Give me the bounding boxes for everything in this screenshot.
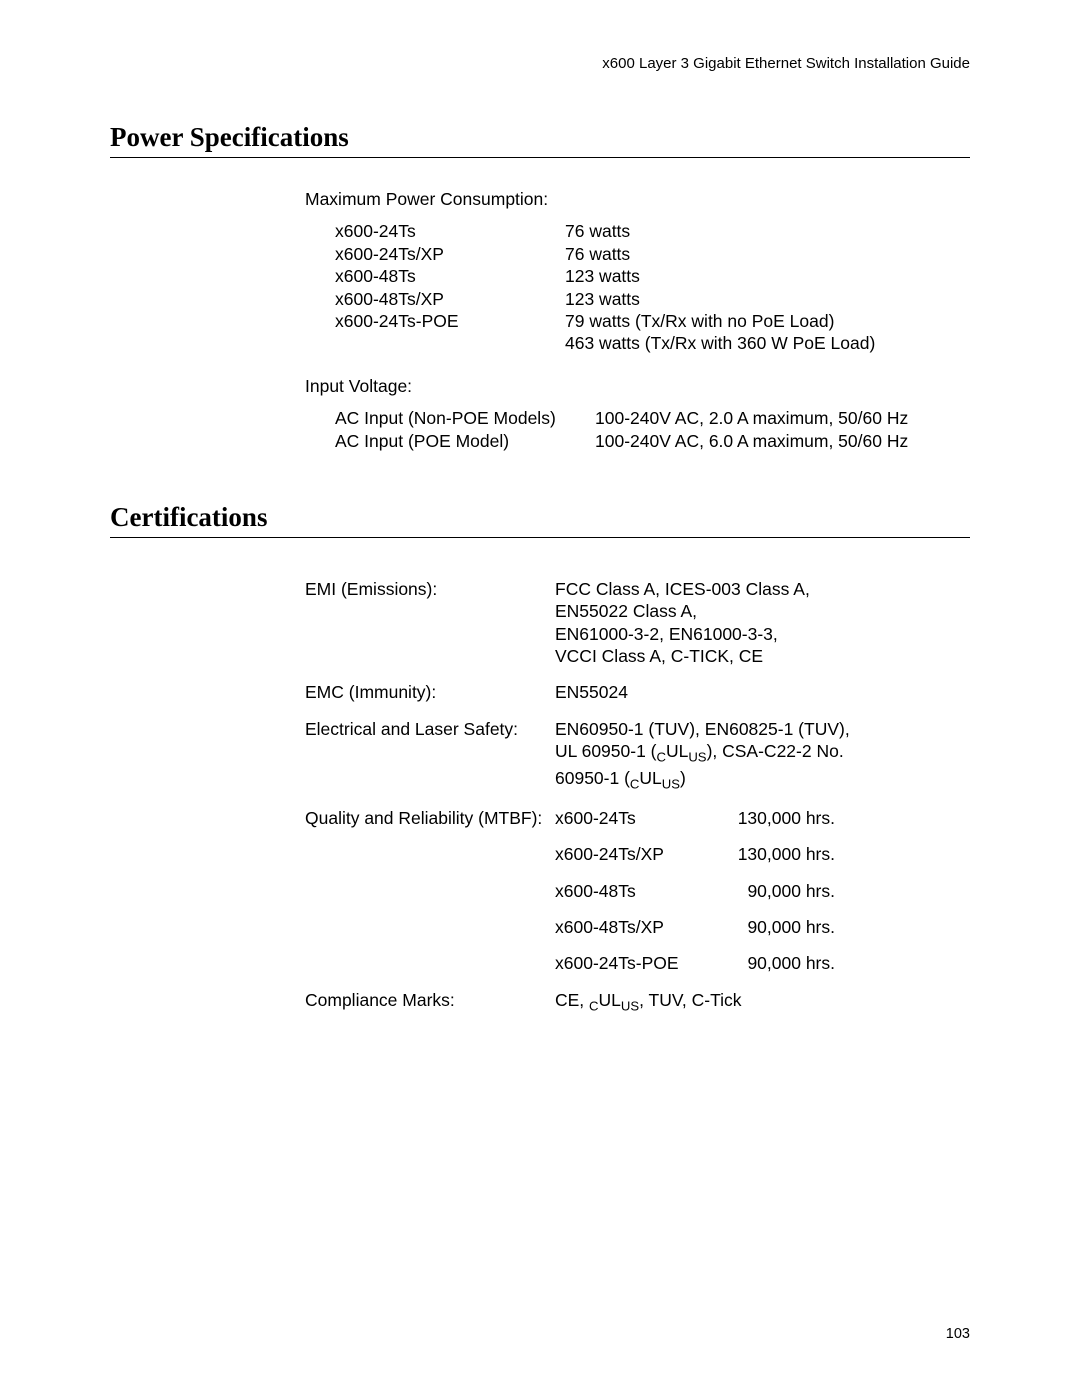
mtbf-model: x600-24Ts/XP	[555, 843, 712, 879]
emi-label: EMI (Emissions):	[305, 578, 555, 682]
table-row: x600-24Ts 130,000 hrs.	[555, 807, 835, 843]
emc-value: EN55024	[555, 681, 850, 717]
table-row: EMC (Immunity): EN55024	[305, 681, 850, 717]
table-row: x600-24Ts 76 watts	[335, 220, 875, 242]
model-cell: x600-48Ts	[335, 265, 565, 287]
table-row: x600-48Ts/XP 90,000 hrs.	[555, 916, 835, 952]
value-cell: 76 watts	[565, 220, 875, 242]
mtbf-hours: 90,000 hrs.	[712, 916, 835, 952]
mtbf-model: x600-24Ts	[555, 807, 712, 843]
compliance-pre: CE,	[555, 990, 589, 1010]
culus-c: C	[589, 998, 598, 1013]
value-cell: 123 watts	[565, 288, 875, 310]
certifications-table: EMI (Emissions): FCC Class A, ICES-003 C…	[305, 578, 850, 1029]
value-cell: 123 watts	[565, 265, 875, 287]
safety-text-post2: )	[680, 768, 686, 788]
compliance-post: , TUV, C-Tick	[639, 990, 741, 1010]
model-cell: x600-24Ts	[335, 220, 565, 242]
section-title-power: Power Specifications	[110, 122, 970, 153]
emi-value: FCC Class A, ICES-003 Class A, EN55022 C…	[555, 578, 850, 682]
table-row: AC Input (POE Model) 100-240V AC, 6.0 A …	[335, 430, 908, 452]
table-row: Electrical and Laser Safety: EN60950-1 (…	[305, 718, 850, 807]
mtbf-table: x600-24Ts 130,000 hrs. x600-24Ts/XP 130,…	[555, 807, 835, 975]
table-row: Quality and Reliability (MTBF): x600-24T…	[305, 807, 850, 989]
table-row: x600-24Ts-POE 90,000 hrs.	[555, 952, 835, 974]
page-number: 103	[946, 1326, 970, 1342]
max-power-table: x600-24Ts 76 watts x600-24Ts/XP 76 watts…	[335, 220, 875, 354]
mtbf-hours: 130,000 hrs.	[712, 843, 835, 879]
value-cell: 79 watts (Tx/Rx with no PoE Load) 463 wa…	[565, 310, 875, 355]
mtbf-model: x600-24Ts-POE	[555, 952, 712, 974]
table-row: x600-24Ts-POE 79 watts (Tx/Rx with no Po…	[335, 310, 875, 355]
culus-us: US	[662, 776, 680, 791]
mtbf-hours: 90,000 hrs.	[712, 952, 835, 974]
section-title-certifications: Certifications	[110, 502, 970, 533]
table-row: Compliance Marks: CE, CULUS, TUV, C-Tick	[305, 989, 850, 1029]
label-cell: AC Input (Non-POE Models)	[335, 407, 595, 429]
emc-label: EMC (Immunity):	[305, 681, 555, 717]
section-rule	[110, 537, 970, 538]
input-voltage-table: AC Input (Non-POE Models) 100-240V AC, 2…	[335, 407, 908, 452]
input-voltage-label: Input Voltage:	[305, 375, 970, 397]
table-row: x600-48Ts 123 watts	[335, 265, 875, 287]
certifications-content: EMI (Emissions): FCC Class A, ICES-003 C…	[305, 578, 970, 1029]
model-cell: x600-24Ts-POE	[335, 310, 565, 355]
model-cell: x600-24Ts/XP	[335, 243, 565, 265]
mtbf-model: x600-48Ts/XP	[555, 916, 712, 952]
culus-ul: UL	[639, 768, 661, 788]
model-cell: x600-48Ts/XP	[335, 288, 565, 310]
safety-value: EN60950-1 (TUV), EN60825-1 (TUV), UL 609…	[555, 718, 850, 807]
document-page: x600 Layer 3 Gigabit Ethernet Switch Ins…	[0, 0, 1080, 1397]
mtbf-hours: 130,000 hrs.	[712, 807, 835, 843]
culus-us: US	[688, 750, 706, 765]
mtbf-hours: 90,000 hrs.	[712, 880, 835, 916]
table-row: x600-24Ts/XP 130,000 hrs.	[555, 843, 835, 879]
compliance-label: Compliance Marks:	[305, 989, 555, 1029]
table-row: x600-24Ts/XP 76 watts	[335, 243, 875, 265]
document-header: x600 Layer 3 Gigabit Ethernet Switch Ins…	[110, 55, 970, 72]
table-row: x600-48Ts/XP 123 watts	[335, 288, 875, 310]
safety-label: Electrical and Laser Safety:	[305, 718, 555, 807]
value-cell: 76 watts	[565, 243, 875, 265]
mtbf-value: x600-24Ts 130,000 hrs. x600-24Ts/XP 130,…	[555, 807, 850, 989]
value-cell: 100-240V AC, 6.0 A maximum, 50/60 Hz	[595, 430, 908, 452]
compliance-value: CE, CULUS, TUV, C-Tick	[555, 989, 850, 1029]
label-cell: AC Input (POE Model)	[335, 430, 595, 452]
mtbf-model: x600-48Ts	[555, 880, 712, 916]
mtbf-label: Quality and Reliability (MTBF):	[305, 807, 555, 989]
culus-us: US	[621, 998, 639, 1013]
table-row: EMI (Emissions): FCC Class A, ICES-003 C…	[305, 578, 850, 682]
table-row: AC Input (Non-POE Models) 100-240V AC, 2…	[335, 407, 908, 429]
culus-ul: UL	[599, 990, 621, 1010]
max-power-label: Maximum Power Consumption:	[305, 188, 970, 210]
value-cell: 100-240V AC, 2.0 A maximum, 50/60 Hz	[595, 407, 908, 429]
table-row: x600-48Ts 90,000 hrs.	[555, 880, 835, 916]
culus-ul: UL	[666, 741, 688, 761]
section-rule	[110, 157, 970, 158]
culus-c: C	[630, 776, 639, 791]
culus-c: C	[657, 750, 666, 765]
power-content: Maximum Power Consumption: x600-24Ts 76 …	[305, 188, 970, 452]
